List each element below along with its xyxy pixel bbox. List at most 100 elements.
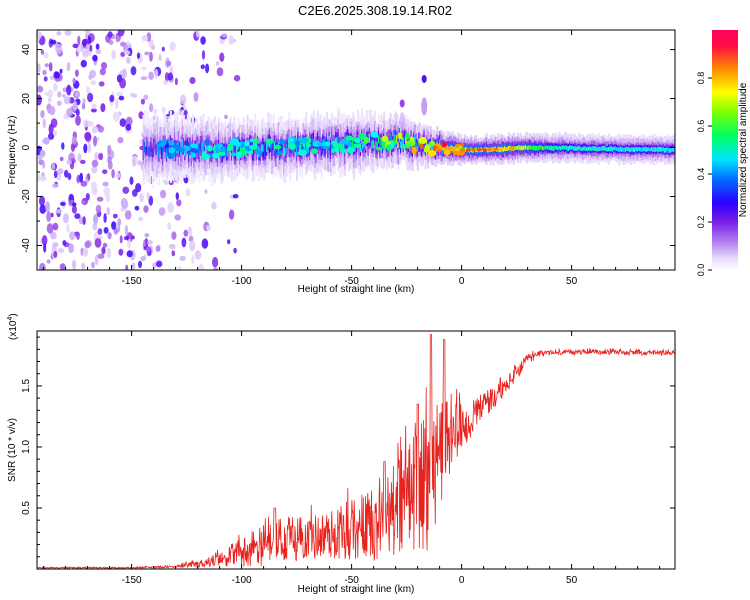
spectrogram-band-cell — [552, 146, 555, 151]
spectrogram-band-cell — [667, 148, 670, 153]
spectrogram-noise-cell — [102, 181, 109, 187]
spectrogram-noise-cell — [93, 135, 97, 147]
spectrogram-noise-cell — [134, 205, 140, 211]
spectrogram-band-cell — [198, 148, 201, 157]
spectrogram-y-tick-label: 20 — [21, 93, 32, 105]
spectrogram-band-blob — [401, 144, 408, 149]
spectrogram-band-cell — [480, 147, 483, 152]
spectrogram-band-cell — [567, 146, 570, 152]
spectrogram-noise-cell — [213, 267, 218, 270]
spectrogram-band-cell — [371, 140, 374, 149]
spectrogram-noise-cell — [179, 94, 187, 105]
spectrogram-band-cell — [549, 146, 552, 151]
spectrogram-noise-cell — [71, 205, 77, 214]
spectrogram-noise-cell — [140, 76, 148, 81]
spectrogram-noise-cell — [129, 176, 134, 185]
spectrogram-noise-cell — [148, 71, 154, 81]
spectrogram-band-cell — [556, 145, 558, 150]
spectrogram-band-cell — [325, 137, 328, 145]
spectrogram-noise-cell — [109, 94, 115, 103]
spectrogram-noise-cell — [43, 76, 48, 82]
spectrogram-noise-cell — [53, 71, 59, 79]
spectrogram-noise-cell — [45, 201, 51, 213]
spectrogram-band-blob — [323, 141, 331, 146]
spectrogram-band-cell — [272, 141, 275, 151]
snr-y-multiplier-close: ) — [8, 313, 19, 316]
spectrogram-noise-cell — [139, 139, 143, 145]
spectrogram-band-cell — [154, 139, 157, 150]
spectrogram-noise-cell — [72, 43, 79, 49]
spectrogram-noise-cell — [40, 150, 46, 157]
spectrogram-band-cell — [155, 144, 158, 156]
spectrogram-noise-cell — [63, 169, 69, 178]
spectrogram-band-cell — [372, 139, 375, 148]
spectrogram-noise-cell — [39, 204, 47, 214]
colorbar-tick-label: 0.4 — [696, 168, 706, 181]
spectrogram-band-blob — [204, 139, 210, 146]
spectrogram-band-cell — [197, 141, 200, 153]
spectrogram-band-cell — [238, 145, 241, 153]
snr-y-tick-label: 1.5 — [21, 379, 32, 393]
spectrogram-y-tick-label: -20 — [21, 189, 32, 204]
spectrogram-noise-cell — [56, 100, 62, 107]
spectrogram-noise-cell — [84, 30, 91, 35]
spectrogram-band-cell — [288, 138, 291, 148]
spectrogram-band-cell — [320, 144, 323, 153]
spectrogram-band-blob — [375, 146, 383, 151]
spectrogram-band-cell — [520, 145, 523, 150]
spectrogram-band-cell — [328, 136, 331, 146]
spectrogram-noise-cell — [74, 91, 80, 98]
spectrogram-band-cell — [533, 145, 536, 151]
spectrogram-noise-cell — [131, 93, 138, 98]
spectrogram-band-cell — [597, 147, 600, 152]
spectrogram-peak-cell — [504, 147, 510, 151]
spectrogram-band-cell — [344, 143, 347, 154]
spectrogram-noise-cell — [176, 199, 182, 207]
spectrogram-band-blob — [305, 143, 312, 148]
spectrogram-noise-cell — [233, 74, 241, 82]
spectrogram-peak-cell — [493, 147, 499, 151]
spectrogram-band-cell — [580, 147, 583, 151]
spectrogram-noise-cell — [167, 72, 174, 81]
spectrogram-band-cell — [299, 144, 302, 154]
spectrogram-band-cell — [402, 137, 405, 145]
spectrogram-noise-cell — [137, 160, 142, 166]
spectrogram-band-cell — [169, 141, 172, 153]
spectrogram-band-cell — [225, 147, 228, 158]
spectrogram-band-blob — [405, 132, 410, 140]
spectrogram-band-cell — [557, 146, 560, 151]
spectrogram-band-cell — [575, 146, 578, 151]
spectrogram-band-cell — [405, 136, 408, 144]
spectrogram-noise-cell — [87, 92, 94, 103]
spectrogram-noise-cell — [123, 50, 131, 56]
spectrogram-band-cell — [632, 147, 635, 152]
spectrogram-noise-cell — [168, 243, 176, 250]
spectrogram-noise-cell — [92, 223, 98, 231]
spectrogram-band-cell — [656, 147, 659, 152]
spectrogram-noise-cell — [111, 169, 115, 179]
spectrogram-band-cell — [396, 135, 399, 144]
spectrogram-noise-cell — [50, 231, 57, 240]
spectrogram-band-blob — [191, 148, 200, 154]
spectrogram-noise-cell — [87, 51, 92, 56]
spectrogram-band-cell — [415, 142, 418, 150]
spectrogram-noise-cell — [79, 172, 84, 183]
spectrogram-band-cell — [337, 135, 340, 144]
spectrogram-noise-cell — [40, 49, 45, 55]
spectrogram-noise-cell — [175, 192, 179, 201]
spectrogram-band-cell — [263, 147, 266, 156]
snr-y-multiplier-text: (x10 — [8, 320, 19, 340]
spectrogram-band-cell — [582, 147, 584, 152]
spectrogram-noise-cell — [123, 236, 130, 241]
spectrogram-band-cell — [271, 147, 274, 157]
spectrogram-band-cell — [162, 148, 165, 158]
snr-x-tick-label: 0 — [459, 575, 465, 586]
spectrogram-band-cell — [151, 147, 154, 158]
spectrogram-band-cell — [536, 145, 539, 151]
spectrogram-band-cell — [331, 135, 334, 146]
spectrogram-band-cell — [589, 147, 592, 151]
spectrogram-band-blob — [251, 144, 258, 150]
spectrogram-band-blob — [316, 142, 326, 147]
spectrogram-noise-cell — [126, 56, 131, 64]
spectrogram-band-blob — [236, 151, 242, 159]
